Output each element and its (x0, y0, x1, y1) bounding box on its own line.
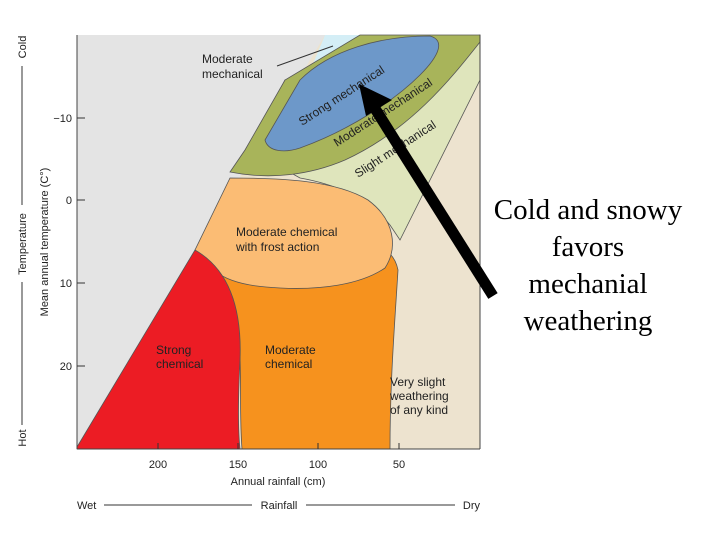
very-slight-label-3: of any kind (390, 403, 448, 417)
wet-label: Wet (77, 500, 96, 512)
caption-line-2: favors (551, 231, 625, 263)
moderate-chemical-label-1: Moderate (265, 343, 316, 357)
annotation-arrow-head (359, 84, 392, 116)
y-tick-label: 20 (60, 361, 72, 373)
moderate-chemical-frost-label-2: with frost action (235, 240, 319, 254)
moderate-mechanical-label-2: mechanical (202, 67, 263, 81)
very-slight-label-2: weathering (389, 389, 449, 403)
dry-label: Dry (463, 500, 481, 512)
moderate-chemical-frost-label-1: Moderate chemical (236, 225, 337, 239)
cold-label: Cold (17, 36, 29, 59)
strong-chemical-label-2: chemical (156, 357, 203, 371)
caption-line-4: weathering (523, 305, 653, 337)
moderate-chemical-label-2: chemical (265, 357, 312, 371)
x-tick-label: 200 (149, 459, 167, 471)
strong-mechanical-zone (264, 35, 440, 152)
caption-line-3: mechanial (528, 268, 648, 300)
strong-chemical-label-1: Strong (156, 343, 191, 357)
very-slight-label-1: Very slight (390, 375, 446, 389)
moderate-chemical-frost-zone (194, 177, 393, 289)
strong-chemical-zone (76, 249, 241, 450)
y-axis-title: Mean annual temperature (C°) (39, 168, 51, 317)
hot-label: Hot (17, 429, 29, 446)
x-axis-title: Annual rainfall (cm) (231, 476, 326, 488)
x-tick-label: 50 (393, 459, 405, 471)
y-tick-label: 0 (66, 195, 72, 207)
caption-line-1: Cold and snowy (493, 194, 683, 226)
moderate-mechanical-label-1: Moderate (202, 52, 253, 66)
caption-text: Cold and snowy favors mechanial weatheri… (470, 192, 706, 340)
temperature-label: Temperature (17, 213, 29, 275)
rainfall-label: Rainfall (261, 500, 298, 512)
y-tick-label: 10 (60, 278, 72, 290)
label-pointer-line (276, 45, 334, 67)
x-tick-label: 150 (229, 459, 247, 471)
x-tick-label: 100 (309, 459, 327, 471)
y-tick-label: −10 (53, 113, 72, 125)
annotation-arrow-shaft (369, 104, 498, 299)
